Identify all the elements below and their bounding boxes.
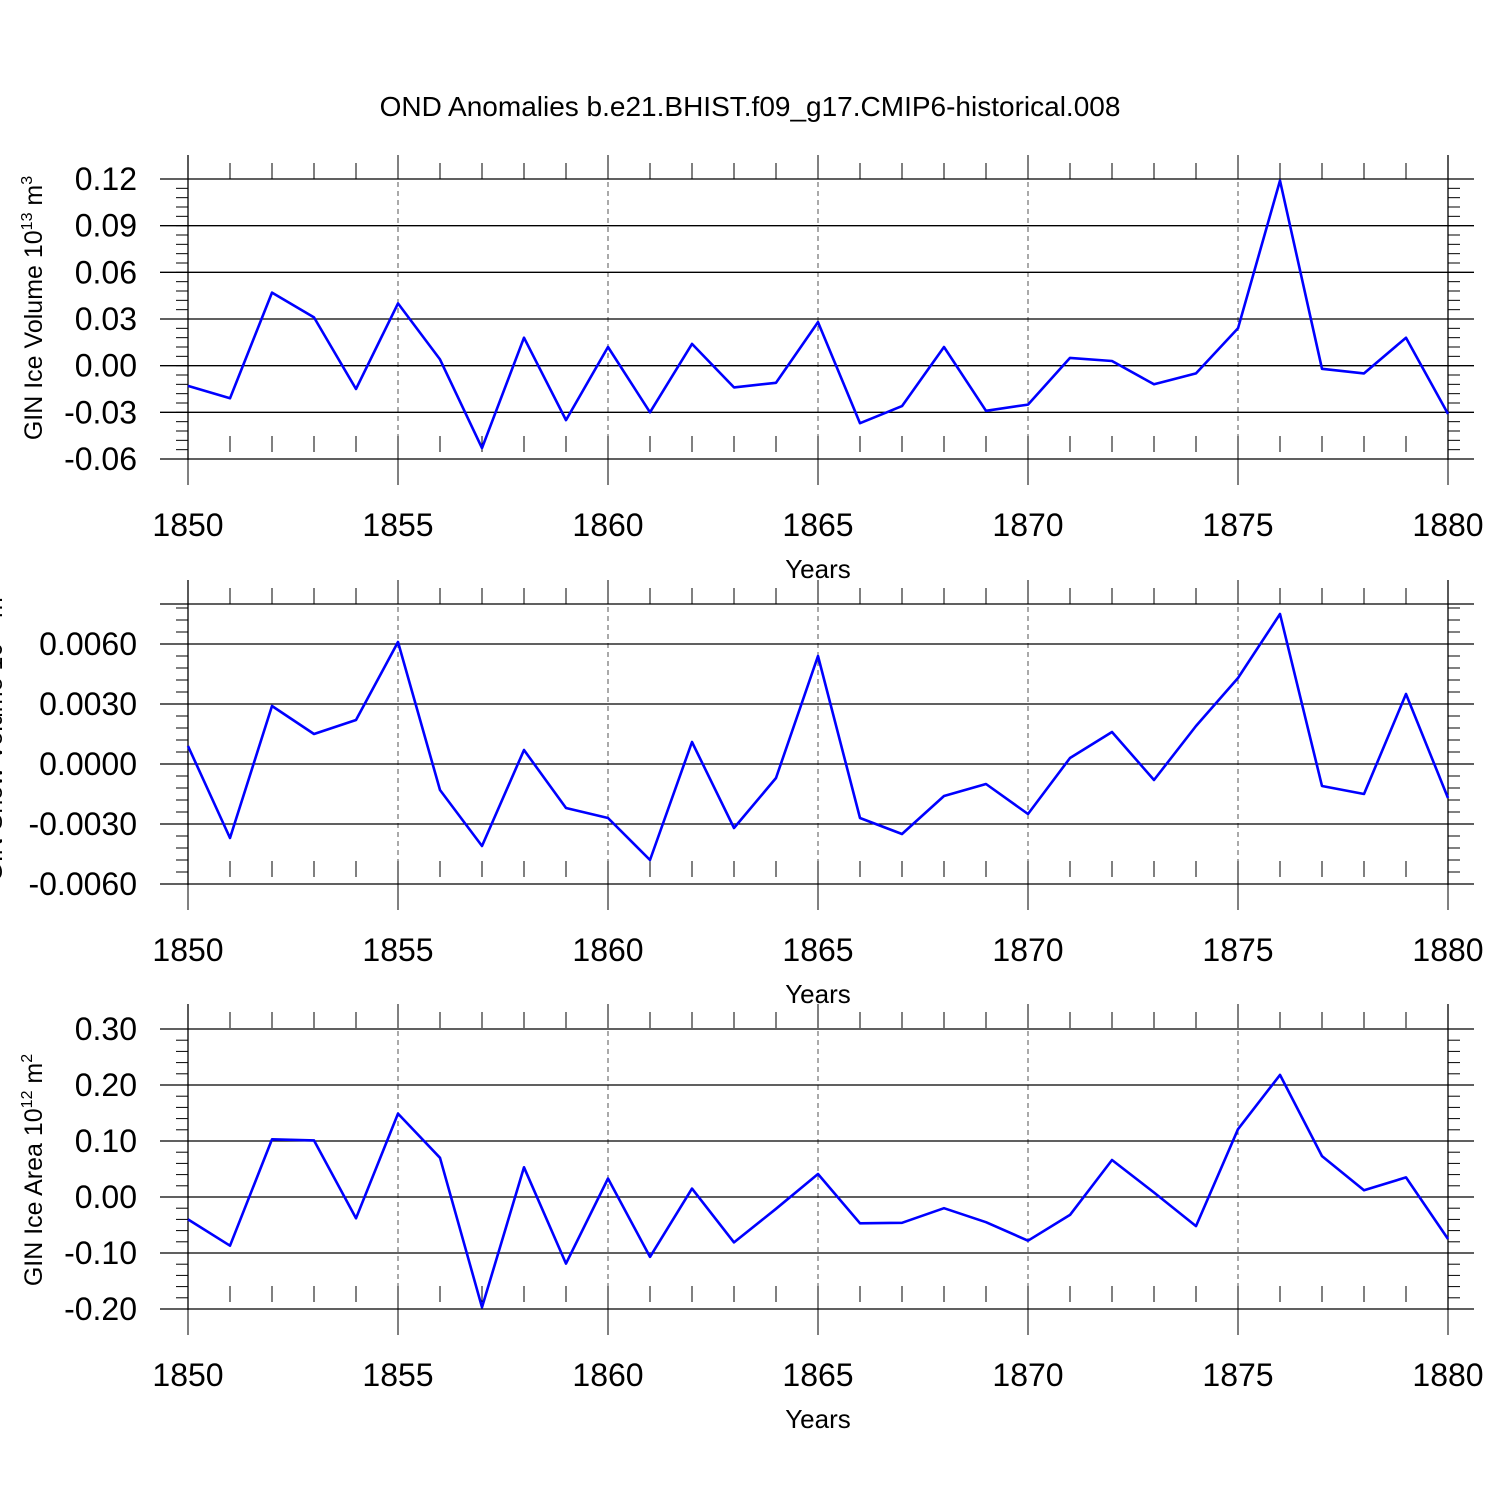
x-tick-label: 1880 xyxy=(1412,507,1483,543)
y-tick-label: 0.03 xyxy=(75,301,137,337)
y-tick-label: 0.0000 xyxy=(39,746,137,782)
x-tick-label: 1860 xyxy=(572,1357,643,1393)
panel-ice-volume: 0.12 0.09 0.06 0.03 0.00 -0.03 -0.06 1850 1855 18… xyxy=(19,155,1484,584)
y-tick-label: -0.0060 xyxy=(28,866,137,902)
x-tick-label: 1870 xyxy=(992,1357,1063,1393)
x-tick-label: 1855 xyxy=(362,932,433,968)
y-tick-label: 0.09 xyxy=(75,208,137,244)
y-tick-label: 0.30 xyxy=(75,1011,137,1047)
x-tick-label: 1880 xyxy=(1412,932,1483,968)
y-axis-title: GIN Ice Volume 1013 m3 xyxy=(19,176,48,440)
y-tick-label: -0.20 xyxy=(64,1291,137,1327)
y-axis-title: GIN Snow Volume 1013 m3 xyxy=(0,588,8,882)
x-tick-label: 1850 xyxy=(152,932,223,968)
x-tick-label: 1870 xyxy=(992,507,1063,543)
series-line xyxy=(186,612,1450,862)
x-tick-label: 1865 xyxy=(782,507,853,543)
x-tick-label: 1870 xyxy=(992,932,1063,968)
x-tick-label: 1875 xyxy=(1202,1357,1273,1393)
x-tick-label: 1865 xyxy=(782,932,853,968)
y-tick-label: 0.0060 xyxy=(39,626,137,662)
y-tick-label: 0.12 xyxy=(75,161,137,197)
figure-title: OND Anomalies b.e21.BHIST.f09_g17.CMIP6-… xyxy=(380,91,1121,122)
y-tick-label: 0.10 xyxy=(75,1123,137,1159)
y-tick-label: 0.0030 xyxy=(39,686,137,722)
x-axis-title: Years xyxy=(785,1404,851,1434)
y-axis-title: GIN Ice Area 1012 m2 xyxy=(19,1054,48,1286)
y-tick-label: 0.06 xyxy=(75,254,137,290)
y-tick-label: -0.10 xyxy=(64,1235,137,1271)
x-tick-label: 1860 xyxy=(572,932,643,968)
y-tick-label: 0.00 xyxy=(75,348,137,384)
x-tick-label: 1875 xyxy=(1202,507,1273,543)
series-line xyxy=(187,179,1450,450)
x-tick-label: 1855 xyxy=(362,1357,433,1393)
x-tick-label: 1865 xyxy=(782,1357,853,1393)
y-tick-label: -0.06 xyxy=(64,441,137,477)
x-tick-label: 1850 xyxy=(152,507,223,543)
panel-ice-area: 0.30 0.20 0.10 0.00 -0.10 -0.20 1850 1855 1860 18… xyxy=(19,1004,1484,1434)
y-tick-label: 0.00 xyxy=(75,1179,137,1215)
x-tick-label: 1875 xyxy=(1202,932,1273,968)
panel-snow-volume: 0.0060 0.0030 0.0000 -0.0030 -0.0060 1850 1855… xyxy=(0,580,1484,1009)
x-tick-label: 1850 xyxy=(152,1357,223,1393)
y-tick-label: -0.03 xyxy=(64,394,137,430)
x-tick-label: 1880 xyxy=(1412,1357,1483,1393)
x-tick-label: 1855 xyxy=(362,507,433,543)
x-axis-title: Years xyxy=(785,554,851,584)
y-tick-label: 0.20 xyxy=(75,1067,137,1103)
series-line xyxy=(187,1073,1450,1309)
y-tick-label: -0.0030 xyxy=(28,806,137,842)
x-tick-label: 1860 xyxy=(572,507,643,543)
